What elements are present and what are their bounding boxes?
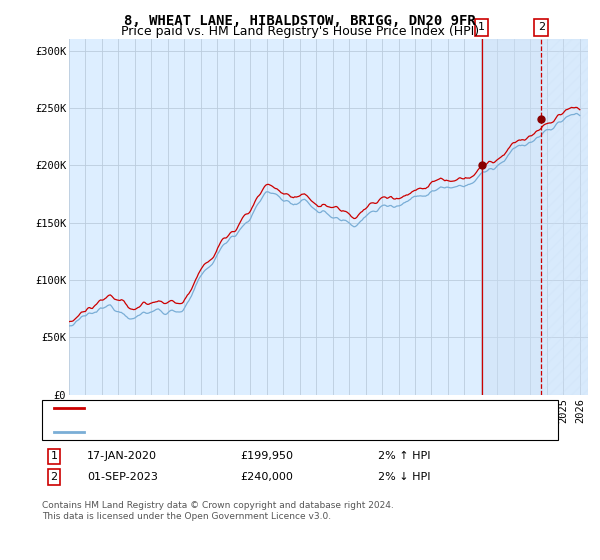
- Text: 17-JAN-2020: 17-JAN-2020: [87, 451, 157, 461]
- Text: HPI: Average price, detached house, North Lincolnshire: HPI: Average price, detached house, Nort…: [93, 427, 401, 437]
- Text: 2: 2: [50, 472, 58, 482]
- Text: 8, WHEAT LANE, HIBALDSTOW, BRIGG, DN20 9FR (detached house): 8, WHEAT LANE, HIBALDSTOW, BRIGG, DN20 9…: [93, 403, 470, 413]
- Bar: [541, 39, 588, 395]
- Text: £199,950: £199,950: [240, 451, 293, 461]
- Text: 2% ↓ HPI: 2% ↓ HPI: [378, 472, 431, 482]
- Text: Contains HM Land Registry data © Crown copyright and database right 2024.
This d: Contains HM Land Registry data © Crown c…: [42, 501, 394, 521]
- Bar: [482, 39, 541, 395]
- Text: 2: 2: [538, 22, 545, 32]
- Text: £240,000: £240,000: [240, 472, 293, 482]
- Text: Price paid vs. HM Land Registry's House Price Index (HPI): Price paid vs. HM Land Registry's House …: [121, 25, 479, 38]
- Text: 01-SEP-2023: 01-SEP-2023: [87, 472, 158, 482]
- Text: 8, WHEAT LANE, HIBALDSTOW, BRIGG, DN20 9FR: 8, WHEAT LANE, HIBALDSTOW, BRIGG, DN20 9…: [124, 14, 476, 28]
- Text: 1: 1: [50, 451, 58, 461]
- Text: 1: 1: [478, 22, 485, 32]
- Text: 2% ↑ HPI: 2% ↑ HPI: [378, 451, 431, 461]
